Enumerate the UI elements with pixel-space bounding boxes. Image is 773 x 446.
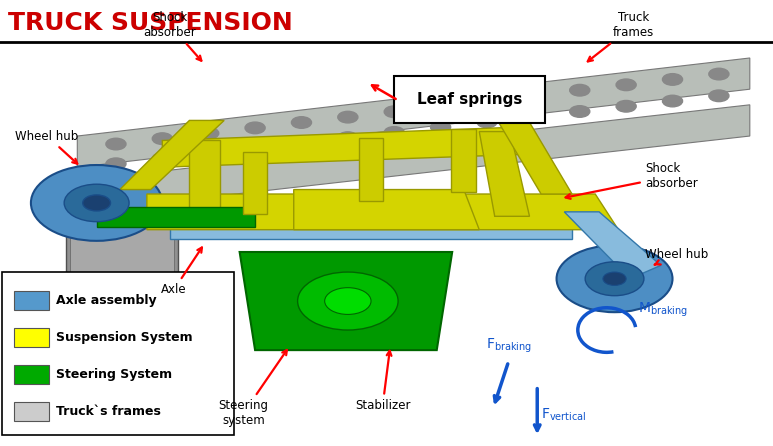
FancyBboxPatch shape [2, 272, 234, 435]
Polygon shape [120, 120, 224, 190]
Text: Shock
absorber: Shock absorber [566, 162, 698, 199]
Text: Axle: Axle [161, 248, 202, 296]
Circle shape [31, 165, 162, 241]
Polygon shape [77, 105, 750, 212]
Polygon shape [162, 127, 537, 167]
Polygon shape [359, 138, 383, 201]
Circle shape [338, 112, 358, 123]
Text: Truck
frames: Truck frames [587, 11, 655, 62]
Circle shape [83, 195, 111, 211]
Text: TRUCK SUSPENSION: TRUCK SUSPENSION [8, 11, 292, 35]
Polygon shape [97, 207, 255, 227]
Circle shape [523, 111, 543, 123]
Polygon shape [66, 203, 178, 281]
Circle shape [298, 272, 398, 330]
Polygon shape [451, 129, 476, 192]
Polygon shape [189, 140, 220, 225]
Circle shape [477, 95, 497, 107]
Polygon shape [294, 190, 479, 230]
Text: M$_{\rm braking}$: M$_{\rm braking}$ [638, 301, 688, 319]
Circle shape [325, 288, 371, 314]
Circle shape [291, 137, 312, 149]
Text: F$_{\rm braking}$: F$_{\rm braking}$ [485, 336, 532, 355]
Circle shape [570, 84, 590, 96]
Circle shape [338, 132, 358, 144]
Circle shape [152, 133, 172, 145]
Circle shape [152, 153, 172, 165]
Polygon shape [243, 152, 267, 214]
Circle shape [199, 148, 219, 159]
Circle shape [431, 121, 451, 133]
Text: Shock
absorber: Shock absorber [144, 11, 202, 61]
FancyBboxPatch shape [394, 76, 545, 123]
Circle shape [384, 127, 404, 138]
FancyBboxPatch shape [14, 365, 49, 384]
Circle shape [557, 245, 673, 312]
Circle shape [245, 122, 265, 134]
Polygon shape [147, 194, 618, 230]
FancyBboxPatch shape [14, 291, 49, 310]
Text: F$_{\rm vertical}$: F$_{\rm vertical}$ [541, 407, 587, 423]
Circle shape [662, 95, 683, 107]
Text: Suspension System: Suspension System [56, 330, 193, 344]
Circle shape [384, 106, 404, 118]
Text: Leaf springs: Leaf springs [417, 92, 523, 107]
Circle shape [245, 142, 265, 154]
FancyBboxPatch shape [14, 328, 49, 347]
Polygon shape [77, 58, 750, 167]
Polygon shape [479, 132, 530, 216]
Text: Steering System: Steering System [56, 368, 172, 381]
Circle shape [106, 138, 126, 150]
Polygon shape [491, 109, 572, 194]
Text: Axle assembly: Axle assembly [56, 293, 157, 307]
FancyBboxPatch shape [14, 402, 49, 421]
Polygon shape [170, 207, 572, 239]
Circle shape [291, 117, 312, 128]
Circle shape [64, 184, 129, 222]
Text: Steering
system: Steering system [219, 350, 287, 427]
Text: Wheel hub: Wheel hub [645, 248, 709, 265]
Circle shape [662, 74, 683, 85]
Text: Truck`s frames: Truck`s frames [56, 405, 162, 418]
Circle shape [477, 116, 497, 128]
Circle shape [616, 100, 636, 112]
Circle shape [585, 262, 644, 296]
Circle shape [106, 158, 126, 169]
Circle shape [523, 90, 543, 101]
Circle shape [709, 68, 729, 80]
Text: Wheel hub: Wheel hub [15, 129, 79, 164]
Text: Stabilizer: Stabilizer [355, 351, 410, 412]
Polygon shape [70, 207, 174, 279]
Polygon shape [564, 212, 661, 279]
Circle shape [570, 106, 590, 117]
Circle shape [709, 90, 729, 102]
Circle shape [603, 272, 626, 285]
Circle shape [199, 128, 219, 139]
Circle shape [431, 100, 451, 112]
Polygon shape [240, 252, 452, 350]
Circle shape [616, 79, 636, 91]
